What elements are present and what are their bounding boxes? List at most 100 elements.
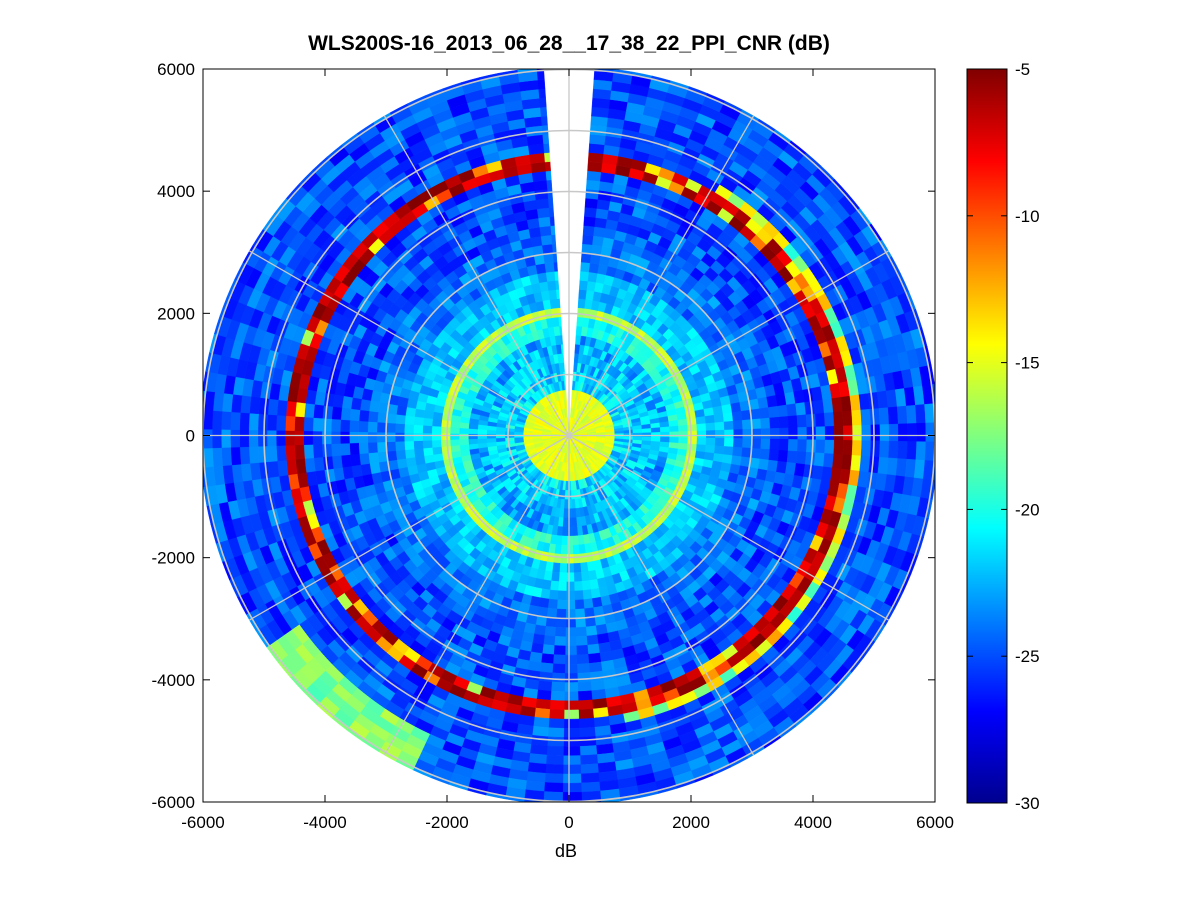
heatmap-cell bbox=[587, 652, 602, 664]
heatmap-cell bbox=[660, 431, 670, 438]
heatmap-cell bbox=[558, 572, 567, 583]
heatmap-cell bbox=[239, 412, 250, 431]
heatmap-cell bbox=[530, 161, 547, 173]
heatmap-cell bbox=[248, 429, 259, 447]
heatmap-cell bbox=[321, 430, 332, 445]
heatmap-cell bbox=[203, 428, 213, 449]
y-tick-label: 2000 bbox=[157, 304, 195, 323]
heatmap-cell bbox=[659, 426, 670, 433]
heatmap-cell bbox=[924, 441, 935, 462]
heatmap-cell bbox=[221, 428, 231, 448]
heatmap-cell bbox=[212, 447, 223, 467]
colorbar-fill bbox=[967, 69, 1007, 803]
heatmap-cell bbox=[563, 700, 579, 711]
heatmap-cell bbox=[832, 453, 844, 470]
heatmap-cell bbox=[543, 782, 564, 793]
heatmap-cell bbox=[304, 457, 316, 473]
heatmap-cell bbox=[575, 617, 586, 628]
heatmap-cell bbox=[313, 456, 325, 472]
heatmap-cell bbox=[542, 635, 556, 646]
heatmap-cell bbox=[906, 404, 917, 425]
heatmap-cell bbox=[486, 433, 497, 439]
heatmap-cell bbox=[696, 423, 707, 432]
heatmap-cell bbox=[566, 554, 574, 564]
heatmap-cell bbox=[546, 179, 553, 190]
heatmap-cell bbox=[540, 115, 548, 126]
heatmap-cell bbox=[579, 745, 598, 756]
heatmap-cell bbox=[549, 298, 559, 309]
heatmap-cell bbox=[585, 188, 600, 200]
heatmap-cell bbox=[303, 416, 314, 432]
heatmap-cell bbox=[593, 226, 606, 238]
heatmap-cell bbox=[548, 589, 559, 601]
heatmap-cell bbox=[340, 407, 352, 421]
heatmap-cell bbox=[715, 429, 725, 439]
heatmap-cell bbox=[285, 430, 295, 446]
heatmap-cell bbox=[545, 754, 564, 766]
heatmap-cell bbox=[806, 426, 817, 441]
heatmap-cell bbox=[550, 690, 565, 702]
heatmap-cell bbox=[303, 430, 314, 445]
heatmap-cell bbox=[574, 590, 584, 601]
heatmap-cell bbox=[413, 440, 424, 450]
heatmap-cell bbox=[570, 489, 575, 500]
heatmap-cell bbox=[414, 455, 426, 466]
heatmap-cell bbox=[449, 426, 460, 434]
heatmap-cell bbox=[768, 449, 780, 462]
heatmap-cell bbox=[805, 413, 817, 428]
heatmap-cell bbox=[759, 407, 770, 420]
plot-area: -6000 -4000 -2000 0 2000 4000 6000 60004000200… bbox=[152, 60, 954, 832]
heatmap-cell bbox=[221, 446, 232, 467]
heatmap-cell bbox=[813, 399, 825, 415]
heatmap-cell bbox=[590, 688, 607, 701]
x-tick-label: -6000 bbox=[181, 813, 224, 832]
heatmap-cell bbox=[678, 437, 689, 445]
heatmap-cell bbox=[565, 581, 575, 592]
heatmap-cell bbox=[589, 578, 599, 590]
heatmap-cell bbox=[592, 235, 605, 247]
heatmap-cell bbox=[695, 416, 706, 425]
heatmap-cell bbox=[267, 398, 279, 416]
heatmap-cell bbox=[540, 234, 553, 246]
heatmap-cell bbox=[440, 439, 451, 447]
heatmap-cell bbox=[623, 429, 634, 434]
heatmap-cell bbox=[833, 411, 844, 427]
heatmap-cell bbox=[535, 198, 550, 210]
heatmap-cell bbox=[257, 413, 269, 431]
heatmap-cell bbox=[572, 553, 581, 564]
heatmap-cell bbox=[550, 681, 565, 692]
heatmap-cell bbox=[895, 458, 907, 478]
heatmap-cell bbox=[540, 653, 554, 664]
heatmap-cell bbox=[786, 403, 798, 417]
heatmap-cell bbox=[564, 673, 578, 683]
heatmap-cell bbox=[459, 433, 469, 440]
heatmap-cell bbox=[331, 455, 343, 469]
heatmap-cell bbox=[567, 508, 573, 519]
heatmap-cell bbox=[787, 415, 798, 429]
heatmap-cell bbox=[577, 534, 585, 546]
heatmap-cell bbox=[349, 431, 359, 444]
heatmap-cell bbox=[590, 679, 605, 691]
heatmap-cell bbox=[590, 587, 601, 599]
heatmap-cell bbox=[539, 281, 549, 293]
heatmap-cell bbox=[553, 645, 566, 656]
heatmap-cell bbox=[543, 143, 550, 154]
heatmap-cell bbox=[529, 152, 546, 164]
heatmap-cell bbox=[557, 590, 567, 601]
heatmap-cell bbox=[563, 737, 581, 747]
heatmap-cell bbox=[916, 422, 927, 443]
heatmap-cell bbox=[441, 445, 452, 454]
heatmap-cell bbox=[385, 431, 396, 443]
heatmap-cell bbox=[591, 106, 610, 118]
heatmap-cell bbox=[230, 446, 242, 466]
heatmap-cell bbox=[532, 716, 550, 728]
heatmap-cell bbox=[294, 430, 305, 446]
heatmap-cell bbox=[915, 441, 927, 461]
heatmap-cell bbox=[896, 405, 908, 425]
heatmap-cell bbox=[413, 447, 425, 458]
heatmap-cell bbox=[581, 580, 591, 591]
heatmap-cell bbox=[705, 422, 716, 432]
heatmap-cell bbox=[578, 708, 594, 720]
heatmap-cell bbox=[564, 636, 577, 647]
